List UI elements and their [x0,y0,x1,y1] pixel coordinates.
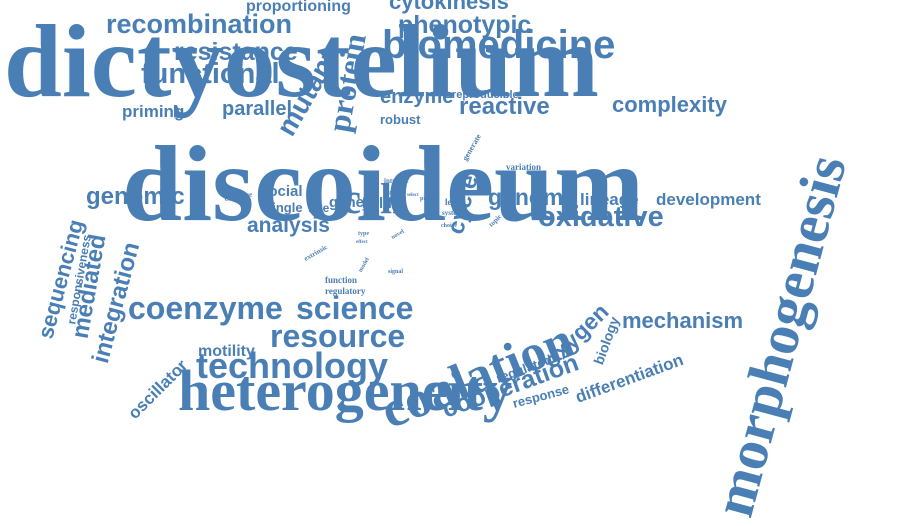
word-coenzyme: coenzyme [128,289,283,326]
word-str: str [360,204,371,216]
word-biomedicine: biomedicine [382,23,616,68]
word-genome: genome [488,184,577,211]
word-model: model [357,256,371,274]
word-cytokinesis: cytokinesis [389,0,509,14]
word-functional: functional [141,58,280,91]
word-parallel: parallel [222,97,293,120]
word-effect: effect [356,239,368,245]
word-proportioning: proportioning [246,0,351,15]
word-life: life [379,194,401,212]
word-priming: priming [122,102,185,122]
word-motility: motility [198,342,255,360]
word-extrinsic: extrinsic [302,243,329,264]
word-technology: technology [196,345,389,387]
word-variation: variation [506,161,541,172]
word-dictyostelium: dictyostelium [4,3,600,119]
word-mechanism: mechanism [622,307,744,333]
word-analysis: analysis [247,213,330,237]
word-choice: choice [441,223,457,230]
word-phenotypic: phenotypic [398,10,532,39]
word-social: social [260,182,303,200]
word-gene: gene [329,193,365,211]
word-complexity: complexity [612,91,727,117]
word-robust: robust [380,112,421,128]
word-reproducible: reproducible [452,88,519,101]
word-cell: cell [342,175,405,223]
word-lineage: lineage [580,190,639,210]
word-intrinsic: intrinsic [384,177,409,186]
word-function: function [325,274,358,285]
word-recombination: recombination [106,8,293,39]
word-fate: fate [308,201,330,216]
word-reactive: reactive [459,93,550,121]
word-provide: provide [420,196,440,203]
word-genomic: genomic [86,183,185,211]
word-signal: signal [388,269,404,276]
word-regulatory: regulatory [325,285,366,296]
word-system: system [442,209,463,218]
word-development: development [656,190,761,210]
word-select: select [407,192,419,198]
word-enzyme: enzyme [380,85,454,108]
word-discoideum: discoideum [122,125,645,245]
word-science: science [296,289,414,326]
word-type: type [358,231,369,238]
word-heterogeneity: heterogeneity [178,358,512,424]
word-resistance: resistance [174,37,298,66]
word-single: single [265,200,303,216]
word-oxidative: oxidative [538,201,664,234]
word-resource: resource [270,317,406,354]
word-level: level [445,196,463,207]
